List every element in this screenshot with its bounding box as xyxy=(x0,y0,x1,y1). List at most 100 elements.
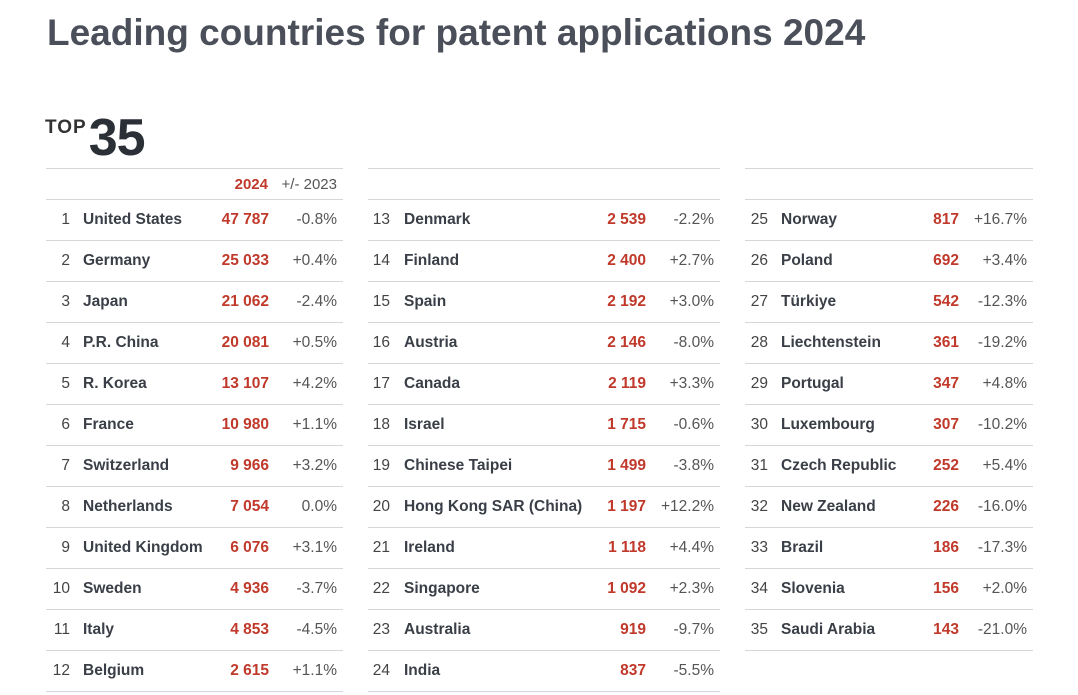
row-value: 226 xyxy=(933,498,959,515)
row-rank: 29 xyxy=(750,375,768,392)
table-row: 4 P.R. China 20 081 +0.5% xyxy=(46,323,343,364)
row-change: -2.4% xyxy=(296,293,338,310)
table-row: 34 Slovenia 156 +2.0% xyxy=(745,569,1033,610)
row-country: United Kingdom xyxy=(83,539,203,556)
row-value: 1 197 xyxy=(607,498,646,515)
table-row: 26 Poland 692 +3.4% xyxy=(745,241,1033,282)
table-row: 30 Luxembourg 307 -10.2% xyxy=(745,405,1033,446)
row-value: 252 xyxy=(933,457,959,474)
row-rank: 22 xyxy=(372,580,390,597)
row-rank: 34 xyxy=(750,580,768,597)
row-value: 1 118 xyxy=(608,539,646,556)
row-value: 2 400 xyxy=(607,252,646,269)
row-country: Poland xyxy=(781,252,833,269)
row-change: -3.8% xyxy=(673,457,715,474)
row-value: 7 054 xyxy=(230,498,269,515)
row-value: 6 076 xyxy=(230,539,269,556)
row-change: -4.5% xyxy=(296,621,338,638)
row-change: -17.3% xyxy=(977,539,1027,556)
table-row: 20 Hong Kong SAR (China) 1 197 +12.2% xyxy=(368,487,720,528)
row-country: Austria xyxy=(404,334,458,351)
row-rank: 12 xyxy=(52,662,70,679)
table-row: 21 Ireland 1 118 +4.4% xyxy=(368,528,720,569)
table-row: 23 Australia 919 -9.7% xyxy=(368,610,720,651)
row-value: 20 081 xyxy=(221,334,269,351)
row-country: Australia xyxy=(404,621,471,638)
table-row: 5 R. Korea 13 107 +4.2% xyxy=(46,364,343,405)
table-row: 15 Spain 2 192 +3.0% xyxy=(368,282,720,323)
table-column-2: 13 Denmark 2 539 -2.2% 14 Finland 2 400 +2.7% 15… xyxy=(368,168,720,692)
table-header-blank xyxy=(745,168,1033,200)
row-rank: 16 xyxy=(372,334,390,351)
row-rank: 8 xyxy=(61,498,70,515)
row-rank: 32 xyxy=(750,498,768,515)
row-country: Türkiye xyxy=(781,293,837,310)
row-country: New Zealand xyxy=(781,498,876,515)
row-value: 817 xyxy=(933,211,959,228)
row-rank: 10 xyxy=(52,580,70,597)
table-column-1: 2024 +/- 2023 1 United States 47 787 -0.8% 2… xyxy=(46,168,343,692)
table-row: 33 Brazil 186 -17.3% xyxy=(745,528,1033,569)
table-header-blank xyxy=(368,168,720,200)
row-value: 919 xyxy=(620,621,646,638)
row-value: 4 853 xyxy=(230,621,269,638)
row-change: +4.2% xyxy=(292,375,337,392)
row-country: Chinese Taipei xyxy=(404,457,513,474)
row-change: +3.2% xyxy=(292,457,337,474)
row-value: 143 xyxy=(933,621,959,638)
table-row: 10 Sweden 4 936 -3.7% xyxy=(46,569,343,610)
row-value: 10 980 xyxy=(221,416,269,433)
row-rank: 30 xyxy=(750,416,768,433)
row-value: 9 966 xyxy=(230,457,269,474)
row-country: Switzerland xyxy=(83,457,170,474)
row-value: 13 107 xyxy=(221,375,269,392)
table-row: 31 Czech Republic 252 +5.4% xyxy=(745,446,1033,487)
row-change: -0.6% xyxy=(673,416,715,433)
row-change: -2.2% xyxy=(673,211,715,228)
row-change: +0.5% xyxy=(292,334,337,351)
row-change: +2.3% xyxy=(669,580,714,597)
row-value: 2 539 xyxy=(607,211,646,228)
table-row: 29 Portugal 347 +4.8% xyxy=(745,364,1033,405)
row-value: 156 xyxy=(933,580,959,597)
row-value: 25 033 xyxy=(221,252,269,269)
row-country: Hong Kong SAR (China) xyxy=(404,498,583,515)
row-change: -5.5% xyxy=(673,662,715,679)
row-change: -8.0% xyxy=(673,334,715,351)
table-row: 14 Finland 2 400 +2.7% xyxy=(368,241,720,282)
row-rank: 3 xyxy=(61,293,70,310)
row-country: Netherlands xyxy=(83,498,173,515)
row-rank: 9 xyxy=(61,539,70,556)
row-country: France xyxy=(83,416,134,433)
row-value: 2 615 xyxy=(230,662,269,679)
row-value: 361 xyxy=(933,334,959,351)
row-value: 2 146 xyxy=(607,334,646,351)
row-rank: 28 xyxy=(750,334,768,351)
row-country: Denmark xyxy=(404,211,471,228)
row-change: +16.7% xyxy=(973,211,1027,228)
row-change: -16.0% xyxy=(977,498,1027,515)
row-change: +12.2% xyxy=(660,498,714,515)
row-change: +1.1% xyxy=(292,662,337,679)
row-rank: 5 xyxy=(61,375,70,392)
row-country: R. Korea xyxy=(83,375,147,392)
row-change: -21.0% xyxy=(977,621,1027,638)
row-country: Spain xyxy=(404,293,447,310)
header-year: 2024 xyxy=(234,176,268,193)
row-country: Finland xyxy=(404,252,460,269)
top-word: TOP xyxy=(45,117,87,138)
row-country: Germany xyxy=(83,252,151,269)
row-country: Sweden xyxy=(83,580,142,597)
row-country: P.R. China xyxy=(83,334,159,351)
table-row: 13 Denmark 2 539 -2.2% xyxy=(368,200,720,241)
row-change: -19.2% xyxy=(977,334,1027,351)
row-country: Portugal xyxy=(781,375,844,392)
row-change: -9.7% xyxy=(673,621,715,638)
row-value: 2 192 xyxy=(607,293,646,310)
row-rank: 19 xyxy=(372,457,390,474)
table-row: 8 Netherlands 7 054 0.0% xyxy=(46,487,343,528)
row-country: Brazil xyxy=(781,539,824,556)
row-value: 837 xyxy=(620,662,646,679)
top-number: 35 xyxy=(88,109,146,167)
row-value: 186 xyxy=(933,539,959,556)
